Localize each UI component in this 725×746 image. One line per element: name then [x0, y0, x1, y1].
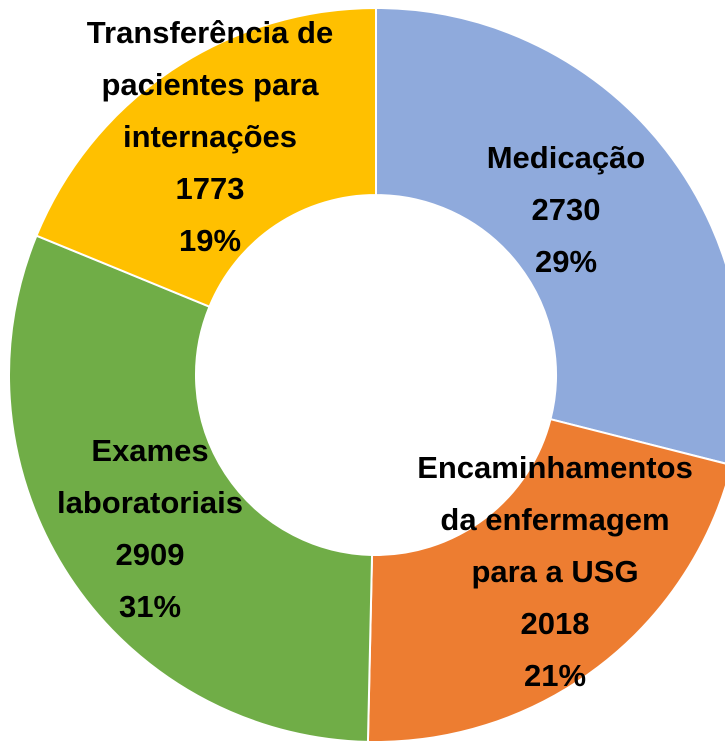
slice-label: para a USG [471, 554, 638, 589]
slice-label: Medicação [487, 140, 646, 175]
donut-slice [8, 234, 374, 743]
slice-label: Encaminhamentos [417, 450, 693, 485]
percent-label: 31% [119, 589, 181, 624]
slice-label: Transferência de [87, 15, 333, 50]
donut-slice [35, 6, 377, 308]
percent-label: 19% [179, 223, 241, 258]
percent-label: 29% [535, 244, 597, 279]
percent-label: 21% [524, 658, 586, 693]
slice-label: laboratoriais [57, 485, 243, 520]
donut-slice [366, 418, 725, 743]
value-label: 2730 [532, 192, 601, 227]
value-label: 1773 [176, 171, 245, 206]
slice-label: pacientes para [101, 67, 319, 102]
slice-label: internações [123, 119, 297, 154]
value-label: 2018 [521, 606, 590, 641]
slice-label: da enfermagem [440, 502, 669, 537]
value-label: 2909 [116, 537, 185, 572]
donut-slice [375, 6, 725, 465]
slice-label: Exames [91, 433, 208, 468]
